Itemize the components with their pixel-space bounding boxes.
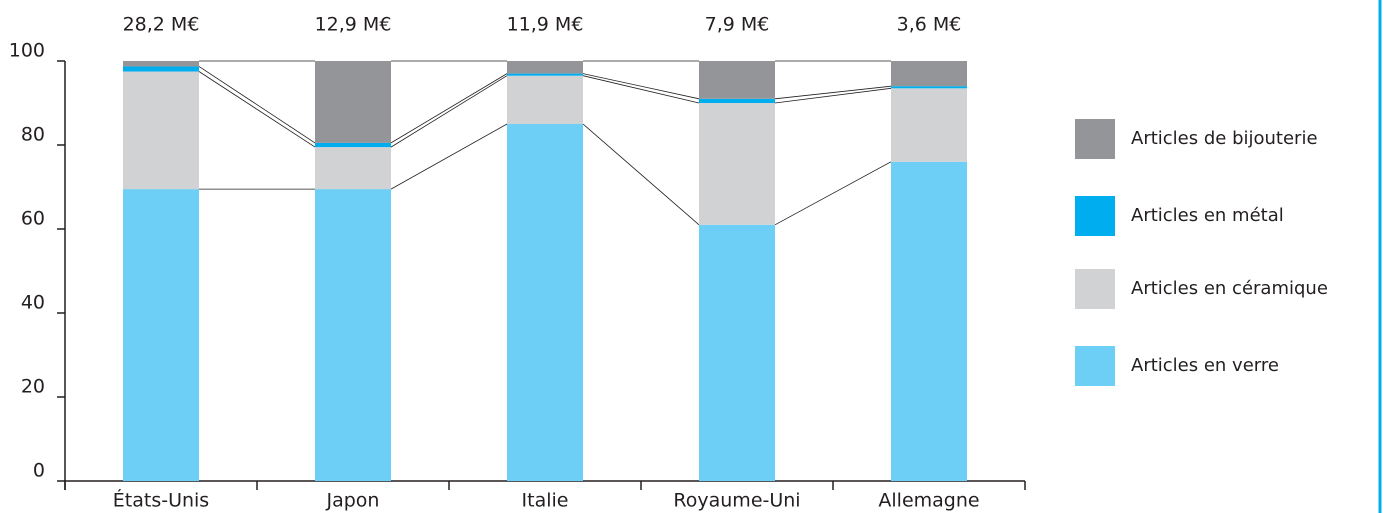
bar-segment <box>507 61 583 74</box>
bar-segment <box>891 161 967 482</box>
connector <box>198 66 316 144</box>
bar-segment <box>699 103 775 225</box>
connector <box>774 85 892 100</box>
y-tick-label: 0 <box>33 460 45 482</box>
connector <box>582 75 700 104</box>
total-label: 28,2 M€ <box>123 14 200 36</box>
bar-segment <box>891 86 967 89</box>
bar-segment <box>507 75 583 124</box>
x-tick-label: États-Unis <box>113 489 209 512</box>
y-tick-label: 20 <box>21 376 45 398</box>
total-label: 3,6 M€ <box>897 14 962 36</box>
y-tick-label: 60 <box>21 208 45 230</box>
connector <box>390 73 508 144</box>
connector <box>390 123 508 190</box>
connector <box>390 75 508 148</box>
bar-segment <box>891 61 967 87</box>
total-label: 7,9 M€ <box>705 14 770 36</box>
connector <box>774 87 892 104</box>
bar-segment <box>123 189 199 481</box>
bar-segment <box>315 142 391 148</box>
x-tick-label: Italie <box>522 490 569 512</box>
legend-swatch <box>1075 346 1115 386</box>
total-label: 12,9 M€ <box>315 14 392 36</box>
legend-label: Articles en métal <box>1131 205 1284 226</box>
connector <box>198 71 316 148</box>
x-tick-label: Royaume-Uni <box>673 490 800 512</box>
legend-label: Articles en céramique <box>1131 278 1328 299</box>
bar-segment <box>123 71 199 190</box>
bar-segment <box>123 66 199 72</box>
bar-segment <box>507 124 583 481</box>
connector <box>774 161 892 226</box>
y-tick-label: 40 <box>21 292 45 314</box>
legend-swatch <box>1075 196 1115 236</box>
bar-segment <box>507 73 583 76</box>
legend-swatch <box>1075 119 1115 159</box>
y-tick-label: 100 <box>9 40 45 62</box>
y-tick-label: 80 <box>21 124 45 146</box>
connector <box>582 123 700 226</box>
bar-segment <box>315 61 391 143</box>
bar-segment <box>699 224 775 482</box>
legend-label: Articles de bijouterie <box>1131 128 1318 149</box>
total-label: 11,9 M€ <box>507 14 584 36</box>
bar-segment <box>699 98 775 103</box>
bar-segment <box>123 61 199 67</box>
connector <box>582 73 700 100</box>
bar-segment <box>315 147 391 190</box>
legend-swatch <box>1075 269 1115 309</box>
x-tick-label: Japon <box>326 490 380 512</box>
bar-segment <box>315 189 391 481</box>
bar-segment <box>699 61 775 99</box>
x-tick-label: Allemagne <box>878 490 979 512</box>
bar-segment <box>891 88 967 162</box>
legend-label: Articles en verre <box>1131 355 1279 376</box>
